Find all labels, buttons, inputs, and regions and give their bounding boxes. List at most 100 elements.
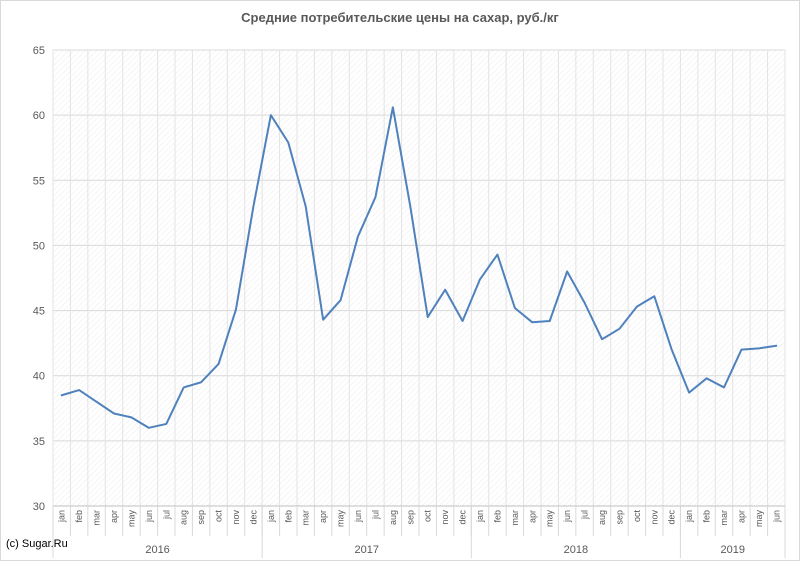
- year-label: 2019: [720, 544, 744, 556]
- data-point: [549, 320, 551, 322]
- data-point: [130, 416, 132, 418]
- x-tick-label: jun: [353, 510, 363, 523]
- credit-text: (c) Sugar.Ru: [6, 538, 68, 550]
- x-tick-label: oct: [214, 510, 224, 523]
- data-point: [427, 316, 429, 318]
- x-tick-label: nov: [231, 510, 241, 525]
- x-tick-label: may: [126, 510, 136, 528]
- data-point: [723, 386, 725, 388]
- x-tick-label: jul: [370, 510, 380, 520]
- y-axis: 30 35 40 45 50 55 60 65: [33, 45, 45, 513]
- chart-title: Средние потребительские цены на сахар, р…: [241, 10, 559, 25]
- x-tick-label: mar: [92, 510, 102, 526]
- y-tick-label: 50: [33, 240, 45, 252]
- data-point: [78, 389, 80, 391]
- data-point: [61, 394, 63, 396]
- data-point: [218, 363, 220, 365]
- data-point: [200, 381, 202, 383]
- data-point: [96, 401, 98, 403]
- x-tick-label: feb: [283, 510, 293, 523]
- data-point: [688, 392, 690, 394]
- data-point: [392, 106, 394, 108]
- data-point: [305, 205, 307, 207]
- x-tick-label: sep: [405, 510, 415, 525]
- x-tick-label: jan: [684, 510, 694, 523]
- data-point: [531, 321, 533, 323]
- x-tick-label: feb: [702, 510, 712, 523]
- x-tick-label: dec: [667, 510, 677, 525]
- series-line: [60, 106, 778, 429]
- year-label: 2017: [354, 544, 378, 556]
- data-point: [758, 347, 760, 349]
- x-tick-label: apr: [318, 510, 328, 523]
- data-point: [740, 349, 742, 351]
- x-tick-label: aug: [388, 510, 398, 525]
- data-point: [584, 302, 586, 304]
- x-tick-label: jun: [144, 510, 154, 523]
- data-point: [113, 412, 115, 414]
- x-tick-label: jan: [475, 510, 485, 523]
- data-point: [165, 423, 167, 425]
- x-tick-label: may: [754, 510, 764, 528]
- x-tick-label: jun: [562, 510, 572, 523]
- x-tick-label: jul: [161, 510, 171, 520]
- data-point: [671, 349, 673, 351]
- data-point: [706, 377, 708, 379]
- data-point: [775, 345, 777, 347]
- x-tick-label: may: [545, 510, 555, 528]
- x-tick-label: dec: [248, 510, 258, 525]
- data-point: [496, 254, 498, 256]
- x-tick-label: may: [336, 510, 346, 528]
- data-point: [340, 299, 342, 301]
- gridlines: [52, 49, 786, 507]
- data-point: [514, 307, 516, 309]
- data-point: [148, 427, 150, 429]
- data-point: [322, 319, 324, 321]
- data-point: [462, 320, 464, 322]
- x-tick-label: feb: [492, 510, 502, 523]
- x-tick-label: oct: [423, 510, 433, 523]
- x-tick-label: sep: [614, 510, 624, 525]
- year-label: 2018: [564, 544, 588, 556]
- year-label: 2016: [145, 544, 169, 556]
- x-tick-label: sep: [196, 510, 206, 525]
- x-axis: jan feb mar apr may jun jul aug sep oct nov dec jan f…: [52, 505, 786, 558]
- data-point: [287, 142, 289, 144]
- x-tick-label: aug: [597, 510, 607, 525]
- y-tick-label: 30: [33, 501, 45, 513]
- x-tick-label: mar: [301, 510, 311, 526]
- x-tick-label: mar: [510, 510, 520, 526]
- data-point: [270, 114, 272, 116]
- x-tick-label: nov: [649, 510, 659, 525]
- x-tick-label: jun: [771, 510, 781, 523]
- x-tick-label: feb: [74, 510, 84, 523]
- data-point: [357, 235, 359, 237]
- data-point: [601, 338, 603, 340]
- y-tick-label: 55: [33, 175, 45, 187]
- y-tick-label: 35: [33, 436, 45, 448]
- x-tick-label: oct: [632, 510, 642, 523]
- x-tick-label: apr: [109, 510, 119, 523]
- x-tick-label: aug: [179, 510, 189, 525]
- x-tick-label: nov: [440, 510, 450, 525]
- x-tick-label: dec: [458, 510, 468, 525]
- x-tick-label: jan: [266, 510, 276, 523]
- data-point: [374, 196, 376, 198]
- data-point: [409, 205, 411, 207]
- data-point: [653, 295, 655, 297]
- y-tick-label: 65: [33, 45, 45, 57]
- data-point: [636, 306, 638, 308]
- x-tick-label: apr: [736, 510, 746, 523]
- data-point: [444, 289, 446, 291]
- x-tick-label: jul: [580, 510, 590, 520]
- data-point: [183, 386, 185, 388]
- data-point: [252, 205, 254, 207]
- y-tick-label: 60: [33, 110, 45, 122]
- x-tick-label: jan: [57, 510, 67, 523]
- y-tick-label: 45: [33, 306, 45, 318]
- data-point: [566, 270, 568, 272]
- data-point: [479, 278, 481, 280]
- x-tick-label: apr: [527, 510, 537, 523]
- y-tick-label: 40: [33, 371, 45, 383]
